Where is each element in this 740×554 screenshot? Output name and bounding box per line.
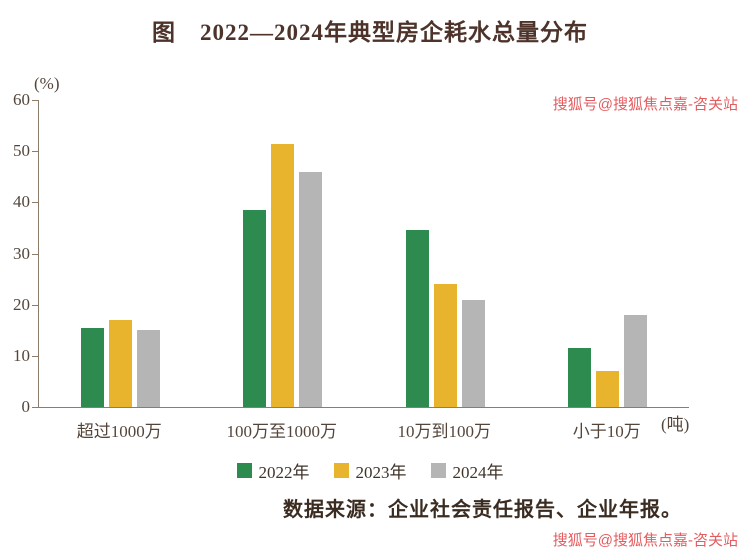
x-axis-unit-label: (吨): [661, 415, 690, 434]
y-tick-label: 40: [13, 192, 30, 212]
bar-s1-c3: [596, 371, 620, 407]
y-tick-label: 30: [13, 243, 30, 263]
bar-s2-c2: [461, 299, 485, 407]
y-tick-mark: [32, 304, 39, 306]
legend-swatch: [333, 463, 349, 478]
bar-s1-c1: [271, 143, 295, 407]
y-tick-mark: [32, 100, 39, 101]
watermark-top: 搜狐号@搜狐焦点嘉-咨关站: [552, 96, 738, 113]
legend-item-1: 2023年: [333, 458, 407, 483]
y-tick-mark: [32, 407, 39, 408]
x-category-label: 100万至1000万: [226, 422, 338, 441]
y-tick-mark: [32, 202, 39, 204]
legend-label: 2023年: [355, 463, 407, 482]
legend-item-2: 2024年: [430, 458, 504, 483]
legend-label: 2022年: [258, 463, 310, 482]
y-tick-label: 0: [21, 397, 31, 416]
x-category-label: 10万到100万: [397, 422, 492, 441]
legend-label: 2024年: [452, 463, 504, 482]
bar-s2-c3: [624, 314, 648, 407]
y-tick-mark: [32, 151, 39, 153]
legend-swatch: [430, 463, 446, 478]
x-category-label: 超过1000万: [76, 422, 162, 441]
bar-s0-c1: [243, 210, 267, 407]
bar-s1-c0: [108, 320, 132, 407]
legend-swatch: [236, 463, 252, 478]
y-tick-mark: [32, 253, 39, 255]
x-category-label: 小于10万: [572, 422, 641, 441]
source-note: 数据来源：企业社会责任报告、企业年报。: [283, 499, 682, 521]
legend: 2022年 2023年 2024年: [0, 458, 740, 483]
y-axis-unit-label: (%): [34, 74, 60, 93]
y-tick-label: 10: [13, 345, 30, 365]
bar-s2-c1: [299, 171, 323, 407]
y-axis-labels: 0 10 20 30 40 50 60: [0, 0, 32, 554]
y-tick-label: 60: [13, 90, 30, 109]
bar-s2-c0: [136, 330, 160, 407]
x-axis-category-row: 超过1000万 100万至1000万 10万到100万 小于10万: [38, 417, 688, 443]
bar-s0-c3: [568, 348, 592, 407]
y-tick-mark: [32, 355, 39, 357]
y-tick-label: 50: [13, 141, 30, 161]
bar-s1-c2: [433, 284, 457, 407]
legend-item-0: 2022年: [236, 458, 310, 483]
watermark-bottom: 搜狐号@搜狐焦点嘉-咨关站: [552, 532, 738, 549]
bar-s0-c0: [80, 327, 104, 407]
y-tick-label: 20: [13, 294, 30, 314]
bar-s0-c2: [405, 230, 429, 407]
plot-area: [32, 100, 689, 408]
chart-title: 图 2022—2024年典型房企耗水总量分布: [152, 20, 588, 45]
